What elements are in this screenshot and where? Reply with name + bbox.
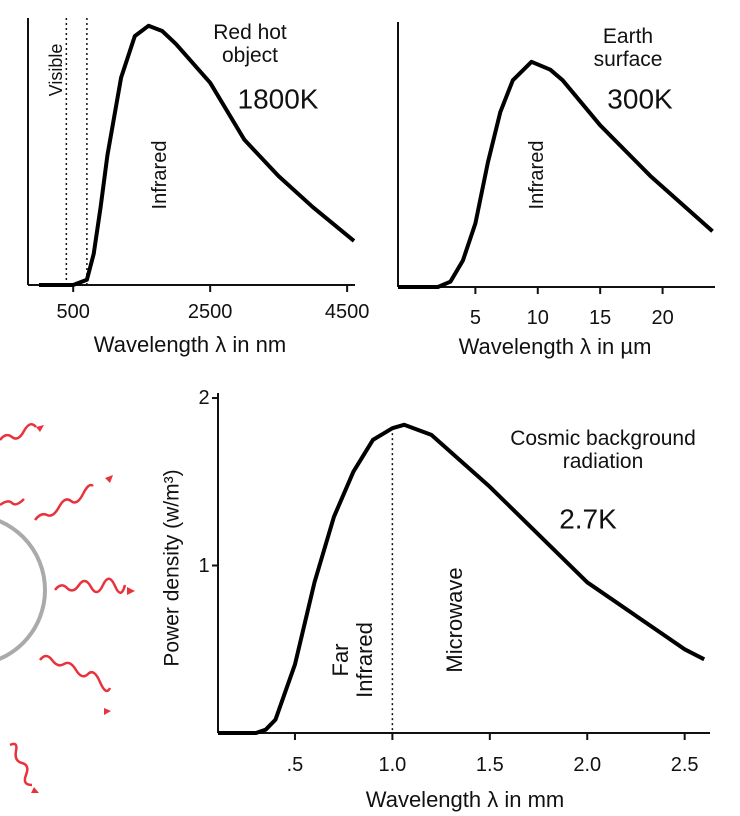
region-label: Visible xyxy=(46,43,67,97)
temperature: 2.7K xyxy=(559,503,617,535)
x-tick-label: 2.0 xyxy=(573,754,602,776)
y-axis-label: Power density (w/m³) xyxy=(160,469,184,667)
x-tick-label: 2500 xyxy=(187,301,233,323)
region-label: Infrared xyxy=(149,140,171,210)
x-tick-label: 500 xyxy=(56,301,90,323)
x-tick-label: 1.0 xyxy=(378,754,407,776)
radiating-sphere xyxy=(0,423,135,793)
x-tick-label: 20 xyxy=(651,307,674,329)
y-tick-label: 2 xyxy=(198,387,210,410)
x-tick-label: 15 xyxy=(589,307,612,329)
x-tick-label: 10 xyxy=(526,307,549,329)
temperature: 1800K xyxy=(237,83,319,115)
x-tick-label: .5 xyxy=(286,754,304,776)
chart-title: Earth surface xyxy=(593,24,663,71)
x-tick-label: 1.5 xyxy=(475,754,504,776)
curve xyxy=(398,59,714,289)
x-axis-label: Wavelength λ in nm xyxy=(93,331,287,357)
curve xyxy=(39,23,356,287)
x-tick-label: 4500 xyxy=(324,301,370,323)
chart-title: Cosmic background radiation xyxy=(510,426,696,473)
x-tick-label: 5 xyxy=(469,307,481,329)
x-tick-label: 2.5 xyxy=(670,754,699,776)
region-label: Far Infrared xyxy=(327,622,377,698)
region-label: Microwave xyxy=(441,567,467,673)
x-axis-label: Wavelength λ in µm xyxy=(458,333,652,359)
chart-title: Red hot object xyxy=(213,20,287,67)
y-tick-label: 1 xyxy=(198,554,210,577)
curve xyxy=(218,422,706,735)
temperature: 300K xyxy=(607,83,673,115)
region-label: Infrared xyxy=(526,140,548,210)
x-axis-label: Wavelength λ in mm xyxy=(365,786,565,812)
